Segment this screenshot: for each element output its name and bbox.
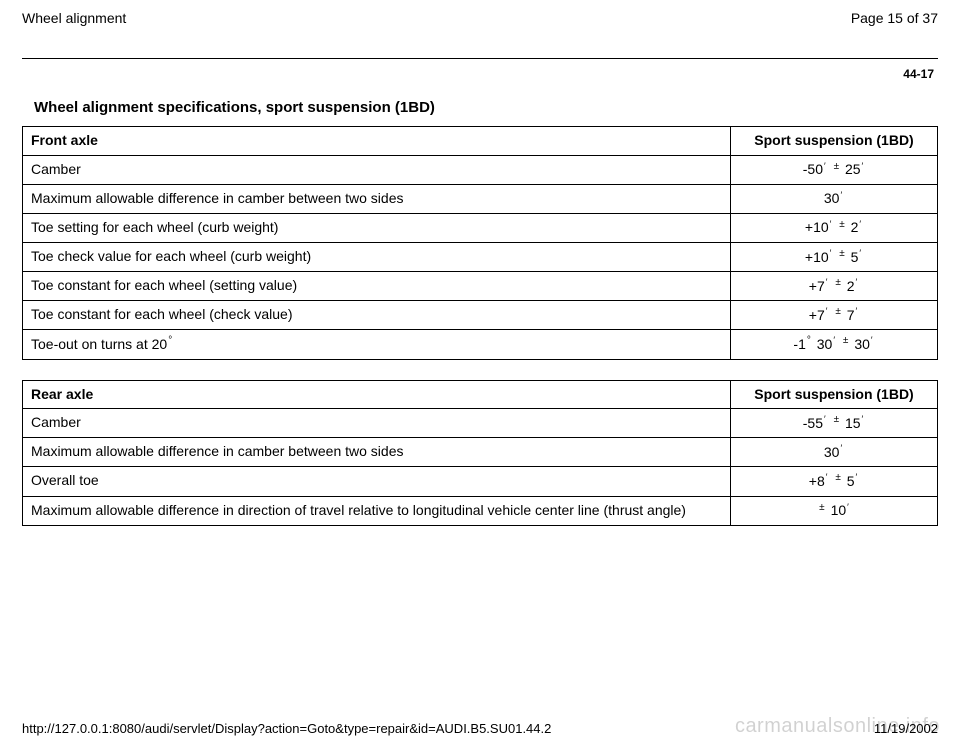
front-axle-table: Front axle Sport suspension (1BD) Camber…	[22, 126, 938, 360]
spec-value: +8′ ± 5′	[731, 467, 938, 496]
footer-url: http://127.0.0.1:8080/audi/servlet/Displ…	[22, 721, 551, 736]
front-value-header: Sport suspension (1BD)	[731, 127, 938, 156]
table-row: Toe-out on turns at 20°-1° 30′ ± 30′	[23, 330, 938, 359]
spec-value: +7′ ± 7′	[731, 301, 938, 330]
spec-label: Overall toe	[23, 467, 731, 496]
spec-value: 30′	[731, 184, 938, 213]
spec-label: Maximum allowable difference in camber b…	[23, 184, 731, 213]
section-title: Wheel alignment specifications, sport su…	[34, 99, 938, 116]
spec-label: Toe-out on turns at 20°	[23, 330, 731, 359]
table-row: Overall toe+8′ ± 5′	[23, 467, 938, 496]
spec-value: -50′ ± 25′	[731, 155, 938, 184]
spec-label: Toe check value for each wheel (curb wei…	[23, 242, 731, 271]
spec-label: Camber	[23, 155, 731, 184]
doc-title: Wheel alignment	[22, 10, 126, 26]
page-code: 44-17	[22, 67, 938, 81]
table-row: Toe constant for each wheel (setting val…	[23, 272, 938, 301]
spec-label: Toe setting for each wheel (curb weight)	[23, 213, 731, 242]
front-axle-header: Front axle	[23, 127, 731, 156]
spec-value: +10′ ± 2′	[731, 213, 938, 242]
spec-value: +10′ ± 5′	[731, 242, 938, 271]
spec-value: ± 10′	[731, 496, 938, 525]
footer: http://127.0.0.1:8080/audi/servlet/Displ…	[22, 721, 938, 736]
rear-value-header: Sport suspension (1BD)	[731, 380, 938, 409]
page-root: Wheel alignment Page 15 of 37 44-17 Whee…	[0, 0, 960, 742]
table-row: Toe constant for each wheel (check value…	[23, 301, 938, 330]
table-row: Camber-55′ ± 15′	[23, 409, 938, 438]
spec-value: 30′	[731, 438, 938, 467]
table-head-row: Rear axle Sport suspension (1BD)	[23, 380, 938, 409]
table-row: Maximum allowable difference in camber b…	[23, 438, 938, 467]
footer-date: 11/19/2002	[874, 721, 938, 736]
divider	[22, 58, 938, 59]
rear-axle-table: Rear axle Sport suspension (1BD) Camber-…	[22, 380, 938, 526]
spec-label: Maximum allowable difference in camber b…	[23, 438, 731, 467]
top-bar: Wheel alignment Page 15 of 37	[22, 10, 938, 32]
spec-label: Camber	[23, 409, 731, 438]
rear-axle-header: Rear axle	[23, 380, 731, 409]
table-row: Maximum allowable difference in camber b…	[23, 184, 938, 213]
page-number: Page 15 of 37	[851, 10, 938, 26]
table-spacer	[22, 360, 938, 380]
spec-value: +7′ ± 2′	[731, 272, 938, 301]
table-row: Camber-50′ ± 25′	[23, 155, 938, 184]
spec-value: -55′ ± 15′	[731, 409, 938, 438]
table-row: Toe setting for each wheel (curb weight)…	[23, 213, 938, 242]
table-row: Maximum allowable difference in directio…	[23, 496, 938, 525]
spec-label: Toe constant for each wheel (setting val…	[23, 272, 731, 301]
spec-value: -1° 30′ ± 30′	[731, 330, 938, 359]
table-head-row: Front axle Sport suspension (1BD)	[23, 127, 938, 156]
table-row: Toe check value for each wheel (curb wei…	[23, 242, 938, 271]
spec-label: Toe constant for each wheel (check value…	[23, 301, 731, 330]
spec-label: Maximum allowable difference in directio…	[23, 496, 731, 525]
